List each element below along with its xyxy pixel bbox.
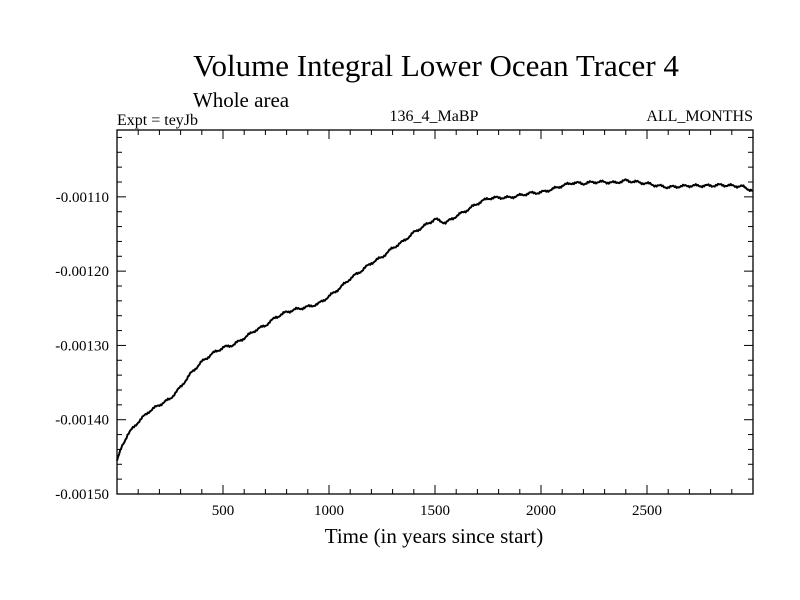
run-label: 136_4_MaBP — [390, 108, 479, 125]
x-tick-label: 2000 — [526, 503, 556, 519]
x-tick-label: 2500 — [632, 503, 662, 519]
plot-frame — [116, 129, 754, 495]
y-tick-label: -0.00140 — [55, 413, 109, 429]
tick-labels: 500 1000 1500 2000 2500 -0.00150 -0.00140 -0.00… — [55, 190, 662, 519]
x-tick-label: 1500 — [420, 503, 450, 519]
y-tick-label: -0.00150 — [55, 487, 109, 503]
axis-ticks — [117, 130, 753, 495]
x-tick-label: 1000 — [314, 503, 344, 519]
experiment-label: Expt = teyJb — [117, 112, 198, 129]
x-axis-label: Time (in years since start) — [325, 524, 544, 548]
chart-subtitle: Whole area — [193, 88, 290, 112]
x-tick-label: 500 — [212, 503, 235, 519]
y-tick-label: -0.00120 — [55, 264, 109, 280]
series-line — [116, 178, 754, 461]
months-label: ALL_MONTHS — [646, 108, 753, 125]
y-tick-label: -0.00110 — [56, 190, 109, 206]
y-tick-label: -0.00130 — [55, 338, 109, 354]
chart-title: Volume Integral Lower Ocean Tracer 4 — [193, 48, 679, 83]
series-layer — [116, 178, 754, 461]
